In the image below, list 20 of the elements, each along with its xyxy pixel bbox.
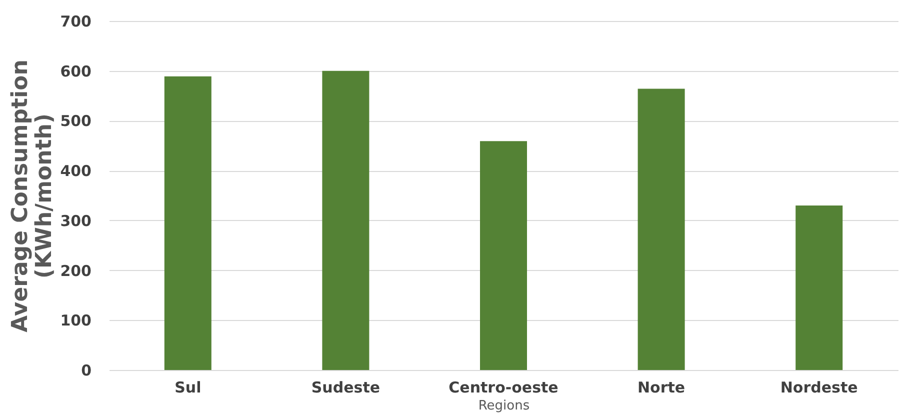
y-tick-label: 700 [60, 12, 92, 30]
x-tick-label: Sudeste [311, 378, 380, 396]
y-tick-label: 400 [60, 162, 92, 180]
bar [164, 76, 212, 370]
bar [322, 70, 370, 370]
x-tick-label: Norte [637, 378, 686, 396]
bar [480, 141, 527, 370]
y-tick-label: 500 [60, 112, 92, 130]
y-tick-label: 200 [60, 262, 92, 280]
y-tick-label: 600 [60, 62, 92, 80]
y-tick-label: 0 [81, 362, 92, 380]
x-tick-label: Sul [174, 378, 202, 396]
bar [638, 88, 685, 370]
y-axis-title: Average Consumption (KWh/month) [8, 60, 58, 332]
x-tick-label: Centro-oeste [448, 378, 558, 396]
y-tick-label: 300 [60, 212, 92, 230]
x-axis-title: Regions [478, 398, 530, 414]
bar [796, 205, 843, 370]
x-tick-label: Nordeste [780, 378, 858, 396]
y-tick-label: 100 [60, 312, 92, 330]
